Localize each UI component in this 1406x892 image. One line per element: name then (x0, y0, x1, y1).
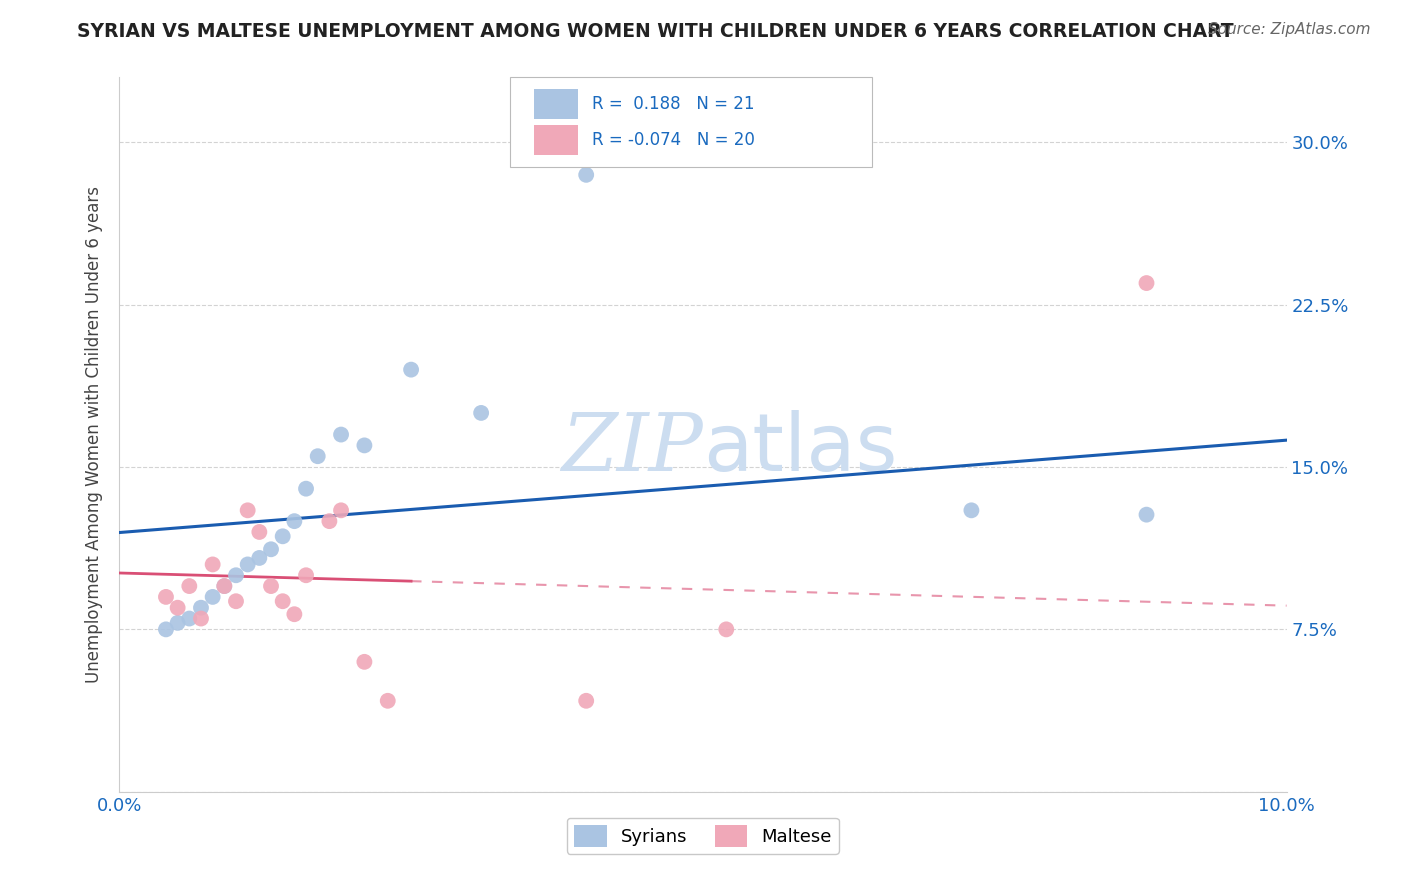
Point (307, 449, 329, 463)
Text: R = -0.074   N = 20: R = -0.074 N = 20 (592, 130, 755, 149)
Point (179, 579, 201, 593)
Point (271, 594, 294, 608)
Y-axis label: Unemployment Among Women with Children Under 6 years: Unemployment Among Women with Children U… (86, 186, 103, 683)
Point (295, 482, 318, 496)
Point (247, 524, 270, 539)
Point (283, 514, 305, 528)
Point (1135, 276, 1157, 290)
FancyBboxPatch shape (534, 125, 578, 154)
Point (201, 590, 224, 604)
Point (225, 594, 247, 608)
FancyBboxPatch shape (510, 78, 872, 167)
Point (260, 579, 283, 593)
Text: R =  0.188   N = 21: R = 0.188 N = 21 (592, 95, 755, 113)
Point (470, 406, 492, 420)
Point (225, 568, 247, 582)
Point (575, 694, 598, 708)
Point (155, 623, 177, 637)
Point (166, 600, 188, 615)
Point (353, 438, 375, 452)
Point (330, 427, 353, 442)
Point (236, 503, 259, 517)
Point (353, 655, 375, 669)
Point (260, 542, 283, 557)
Point (236, 558, 259, 572)
Point (179, 611, 201, 625)
Point (283, 607, 305, 622)
Point (155, 590, 177, 604)
Point (271, 529, 294, 543)
Point (1135, 508, 1157, 522)
Text: Source: ZipAtlas.com: Source: ZipAtlas.com (1208, 22, 1371, 37)
Point (214, 579, 236, 593)
Point (166, 615, 188, 630)
Point (318, 514, 340, 528)
Point (190, 611, 212, 625)
Point (330, 503, 353, 517)
Point (190, 600, 212, 615)
FancyBboxPatch shape (534, 89, 578, 119)
Point (575, 168, 598, 182)
Text: SYRIAN VS MALTESE UNEMPLOYMENT AMONG WOMEN WITH CHILDREN UNDER 6 YEARS CORRELATI: SYRIAN VS MALTESE UNEMPLOYMENT AMONG WOM… (77, 22, 1234, 41)
Point (960, 503, 983, 517)
Point (399, 362, 422, 376)
Point (201, 558, 224, 572)
Point (377, 694, 399, 708)
Text: atlas: atlas (703, 409, 897, 488)
Point (247, 550, 270, 565)
Legend: Syrians, Maltese: Syrians, Maltese (567, 818, 839, 855)
Point (214, 579, 236, 593)
Point (716, 623, 738, 637)
Text: ZIP: ZIP (561, 410, 703, 488)
Point (295, 568, 318, 582)
